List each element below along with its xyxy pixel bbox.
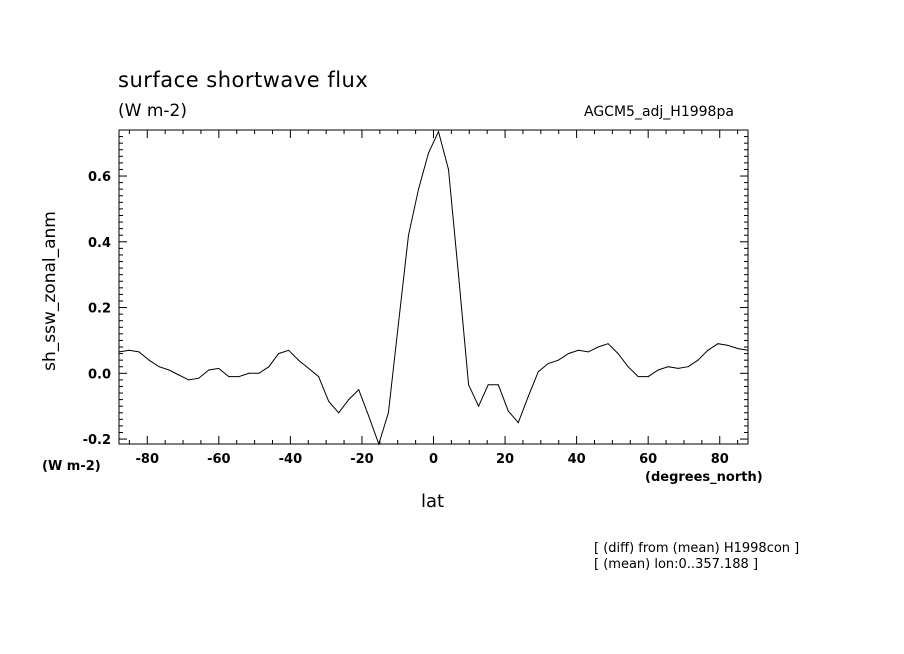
data-point bbox=[587, 351, 589, 353]
data-point bbox=[407, 234, 409, 236]
data-point bbox=[577, 349, 579, 351]
x-tick-label: 60 bbox=[639, 452, 657, 467]
data-point bbox=[138, 351, 140, 353]
data-point bbox=[348, 399, 350, 401]
y-axis-units: (W m-2) bbox=[42, 459, 101, 474]
y-tick-label: 0.2 bbox=[88, 302, 111, 317]
x-tick-label: -80 bbox=[136, 452, 160, 467]
x-tick-label: 0 bbox=[429, 452, 438, 467]
data-point bbox=[118, 351, 120, 353]
data-point bbox=[368, 415, 370, 417]
data-point bbox=[717, 343, 719, 345]
data-point bbox=[288, 349, 290, 351]
data-point bbox=[567, 353, 569, 355]
run-label: AGCM5_adj_H1998pa bbox=[584, 104, 734, 120]
data-point bbox=[198, 377, 200, 379]
data-point bbox=[417, 188, 419, 190]
data-point bbox=[687, 366, 689, 368]
data-point bbox=[208, 369, 210, 371]
data-point bbox=[607, 343, 609, 345]
data-point bbox=[727, 344, 729, 346]
data-point bbox=[547, 362, 549, 364]
x-tick-label: 80 bbox=[711, 452, 729, 467]
data-point bbox=[258, 372, 260, 374]
y-tick-label: 0.0 bbox=[88, 367, 111, 382]
plot-frame bbox=[118, 129, 749, 445]
data-point bbox=[308, 367, 310, 369]
data-point bbox=[338, 412, 340, 414]
data-point bbox=[517, 422, 519, 424]
data-point bbox=[697, 359, 699, 361]
data-point bbox=[617, 353, 619, 355]
data-point bbox=[527, 395, 529, 397]
data-point bbox=[707, 349, 709, 351]
data-point bbox=[168, 369, 170, 371]
data-point bbox=[387, 412, 389, 414]
data-point bbox=[667, 366, 669, 368]
data-point bbox=[228, 376, 230, 378]
data-point bbox=[248, 372, 250, 374]
data-point bbox=[458, 274, 460, 276]
diff-note: [ (diff) from (mean) H1998con ] bbox=[594, 541, 800, 556]
data-point bbox=[507, 410, 509, 412]
data-point bbox=[657, 369, 659, 371]
x-tick-label: -60 bbox=[207, 452, 231, 467]
data-point bbox=[358, 389, 360, 391]
data-point bbox=[637, 376, 639, 378]
x-axis-units: (degrees_north) bbox=[645, 470, 763, 485]
data-point bbox=[218, 367, 220, 369]
x-tick-label: 20 bbox=[496, 452, 514, 467]
data-point bbox=[148, 359, 150, 361]
data-point bbox=[597, 346, 599, 348]
data-point bbox=[298, 359, 300, 361]
data-point bbox=[487, 384, 489, 386]
data-point bbox=[318, 376, 320, 378]
data-point bbox=[737, 348, 739, 350]
x-tick-label: -40 bbox=[279, 452, 303, 467]
data-point bbox=[747, 349, 749, 351]
data-point bbox=[677, 367, 679, 369]
y-tick-label: 0.6 bbox=[88, 170, 111, 185]
data-point bbox=[438, 131, 440, 133]
y-tick-label: -0.2 bbox=[83, 433, 111, 448]
data-point bbox=[328, 400, 330, 402]
data-line bbox=[118, 130, 749, 446]
chart-units: (W m-2) bbox=[118, 101, 187, 121]
x-tick-label: -20 bbox=[350, 452, 374, 467]
data-point bbox=[188, 379, 190, 381]
data-point bbox=[178, 374, 180, 376]
data-point bbox=[647, 376, 649, 378]
mean-note: [ (mean) lon:0..357.188 ] bbox=[594, 557, 759, 572]
chart-title: surface shortwave flux bbox=[118, 68, 369, 92]
data-point bbox=[557, 359, 559, 361]
data-point bbox=[397, 323, 399, 325]
data-point bbox=[478, 405, 480, 407]
data-point bbox=[627, 366, 629, 368]
data-point bbox=[128, 349, 130, 351]
data-point bbox=[427, 152, 429, 154]
data-point bbox=[378, 443, 380, 445]
data-point bbox=[238, 376, 240, 378]
data-point bbox=[537, 371, 539, 373]
data-point bbox=[158, 366, 160, 368]
data-point bbox=[468, 384, 470, 386]
x-axis-label: lat bbox=[421, 491, 445, 512]
data-point bbox=[497, 384, 499, 386]
data-point bbox=[268, 366, 270, 368]
y-tick-label: 0.4 bbox=[88, 236, 111, 251]
x-tick-label: 40 bbox=[568, 452, 586, 467]
data-point bbox=[448, 168, 450, 170]
data-point bbox=[278, 353, 280, 355]
